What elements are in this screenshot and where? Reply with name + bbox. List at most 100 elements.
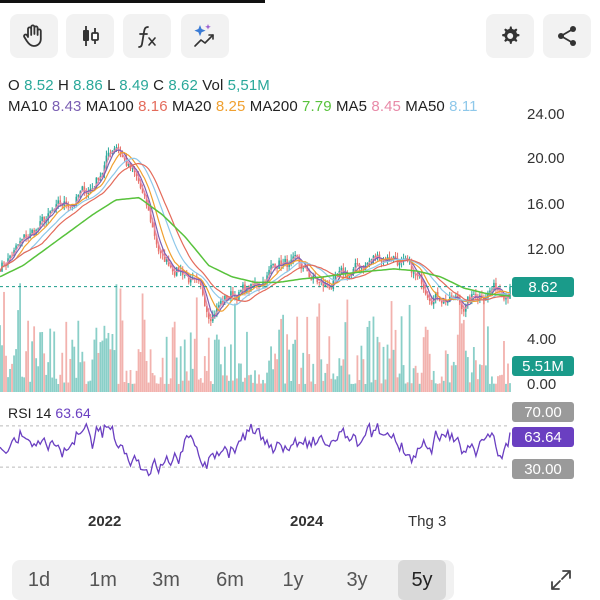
range-1y-button[interactable]: 1y <box>282 568 304 591</box>
indicators-button[interactable] <box>123 14 171 58</box>
range-1d-button[interactable]: 1d <box>27 568 51 591</box>
volume-bar <box>111 334 114 392</box>
volume-bar <box>23 377 25 392</box>
price-candle <box>57 200 60 205</box>
volume-bar <box>61 352 64 392</box>
price-candle <box>300 262 302 269</box>
volume-bar <box>133 383 136 392</box>
ma10-value: 8.43 <box>51 98 82 115</box>
price-candle <box>316 277 319 283</box>
volume-bar <box>507 363 509 392</box>
volume-bar <box>135 370 138 392</box>
hand-tool-button[interactable] <box>10 14 58 58</box>
last-volume-badge: 5.51M <box>512 356 574 376</box>
volume-bar <box>75 377 78 392</box>
low-value: 8.49 <box>119 77 149 94</box>
volume-bar <box>432 370 435 392</box>
ma50-label: MA50 <box>405 98 445 115</box>
volume-bar <box>25 351 28 392</box>
range-3y-button[interactable]: 3y <box>346 568 368 591</box>
volume-bar <box>199 378 202 392</box>
volume-bar <box>115 284 118 392</box>
volume-bar <box>143 319 146 392</box>
volume-bar <box>87 381 90 392</box>
volume-bar <box>37 366 40 392</box>
volume-bar <box>276 359 278 392</box>
volume-bar <box>426 329 429 392</box>
share-button[interactable] <box>543 14 591 58</box>
volume-bar <box>352 383 355 392</box>
price-candle <box>23 234 25 239</box>
ma100-line <box>0 162 511 303</box>
price-candle <box>360 267 363 269</box>
volume-bar <box>177 383 180 392</box>
volume-bar <box>59 374 62 392</box>
volume-bar <box>101 340 104 392</box>
price-candle <box>412 272 415 274</box>
volume-bar <box>1 345 3 392</box>
volume-bar <box>227 380 230 392</box>
volume-bar <box>95 327 98 392</box>
volume-bar <box>314 383 317 392</box>
price-candle <box>358 264 361 269</box>
x-label-thg3: Thg 3 <box>408 513 447 530</box>
price-candle <box>9 255 11 259</box>
volume-bar <box>282 314 285 392</box>
volume-bar <box>384 379 387 392</box>
range-5y-button[interactable]: 5y <box>398 560 446 600</box>
volume-bar <box>298 383 301 392</box>
volume-bar <box>191 368 194 392</box>
rsi-readout: RSI 14 63.64 <box>8 405 91 421</box>
volume-bar <box>420 372 423 392</box>
ai-analysis-button[interactable] <box>181 14 229 58</box>
settings-button[interactable] <box>486 14 534 58</box>
volume-bar <box>450 365 453 392</box>
volume-bar <box>167 383 170 392</box>
price-candle <box>356 263 359 265</box>
volume-bar <box>499 375 501 392</box>
fullscreen-button[interactable] <box>543 564 579 596</box>
volume-bar <box>328 336 331 392</box>
volume-bar <box>372 316 375 392</box>
price-candle <box>17 244 19 246</box>
volume-bar <box>7 377 9 392</box>
volume-bar <box>436 383 439 392</box>
volume-bar <box>121 320 124 392</box>
range-1m-button[interactable]: 1m <box>89 568 117 591</box>
volume-bar <box>236 378 238 392</box>
volume-bar <box>440 376 443 392</box>
volume-bar <box>316 316 319 392</box>
rsi-label: RSI 14 <box>8 405 52 421</box>
price-candle <box>41 216 43 222</box>
volume-bar <box>11 363 13 392</box>
price-candle <box>230 291 232 299</box>
price-candle <box>497 289 499 291</box>
volume-bar <box>482 298 485 392</box>
volume-bar <box>493 383 495 392</box>
volume-bar <box>362 359 365 392</box>
range-3m-button[interactable]: 3m <box>152 568 180 591</box>
volume-bar <box>392 349 395 392</box>
volume-bar <box>169 378 172 392</box>
ma200-value: 7.79 <box>302 98 332 115</box>
expand-icon <box>551 570 571 590</box>
volume-bar <box>268 360 270 392</box>
volume-bar <box>306 316 309 392</box>
range-6m-button[interactable]: 6m <box>216 568 244 591</box>
price-candle <box>372 255 375 260</box>
price-candle <box>416 275 419 277</box>
ma5-line <box>0 148 511 319</box>
candlestick-type-button[interactable] <box>66 14 114 58</box>
price-candle <box>141 188 144 194</box>
volume-bar <box>65 321 68 392</box>
volume-bar <box>99 342 102 392</box>
volume-bar <box>416 372 419 392</box>
volume-bar <box>400 316 403 392</box>
volume-bar <box>364 383 367 392</box>
price-candle <box>446 302 449 303</box>
volume-bar <box>49 328 52 392</box>
volume-bar <box>454 365 457 392</box>
price-candle <box>218 305 220 308</box>
volume-bar <box>406 382 409 392</box>
